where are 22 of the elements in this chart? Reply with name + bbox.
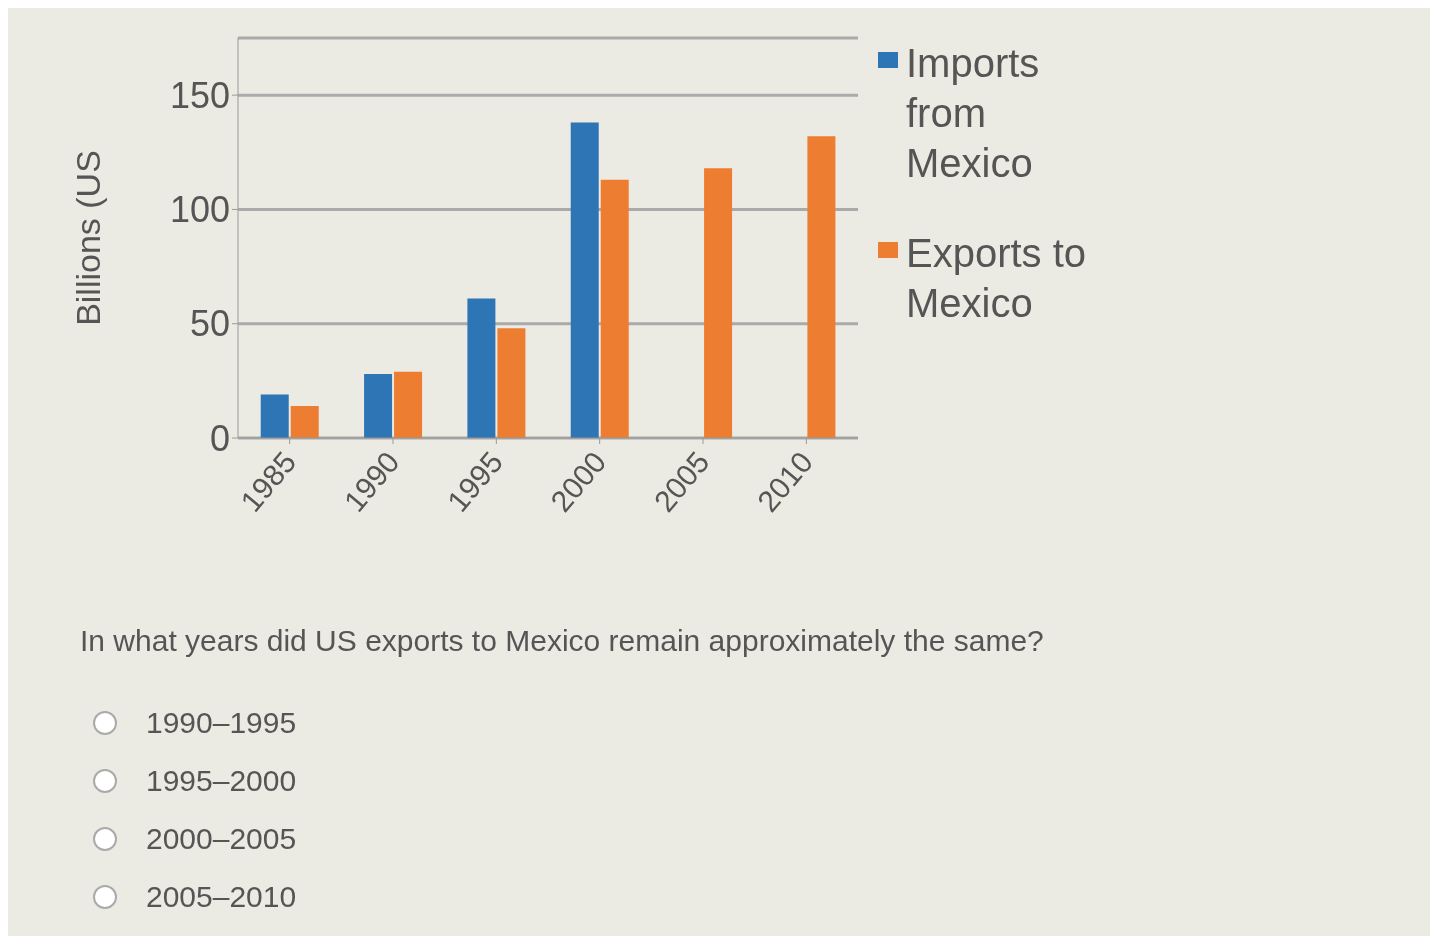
bar (364, 374, 393, 438)
bar (497, 328, 526, 438)
text: In what years did US exports to Mexico remain approximately the same? (80, 624, 1044, 658)
bar (467, 298, 496, 438)
bar (394, 371, 423, 438)
bar (570, 122, 599, 438)
bar (290, 406, 319, 438)
text: 2000–2005 (146, 822, 297, 856)
y-axis-title: Billions (US (69, 150, 108, 326)
bar (260, 394, 289, 438)
text: 1990–1995 (146, 706, 297, 740)
text: 2005–2010 (146, 880, 297, 914)
y-tick-label: 150 (169, 74, 230, 116)
legend-label: Imports from Mexico (906, 40, 1041, 187)
y-tick-label: 50 (189, 303, 230, 345)
y-tick-label: 100 (169, 189, 230, 231)
bar (807, 136, 836, 438)
bar (704, 168, 733, 438)
legend-label: Exports to Mexico (906, 230, 1088, 327)
y-tick-label: 0 (209, 417, 230, 459)
text: 1995–2000 (146, 764, 297, 798)
bar (600, 179, 629, 438)
